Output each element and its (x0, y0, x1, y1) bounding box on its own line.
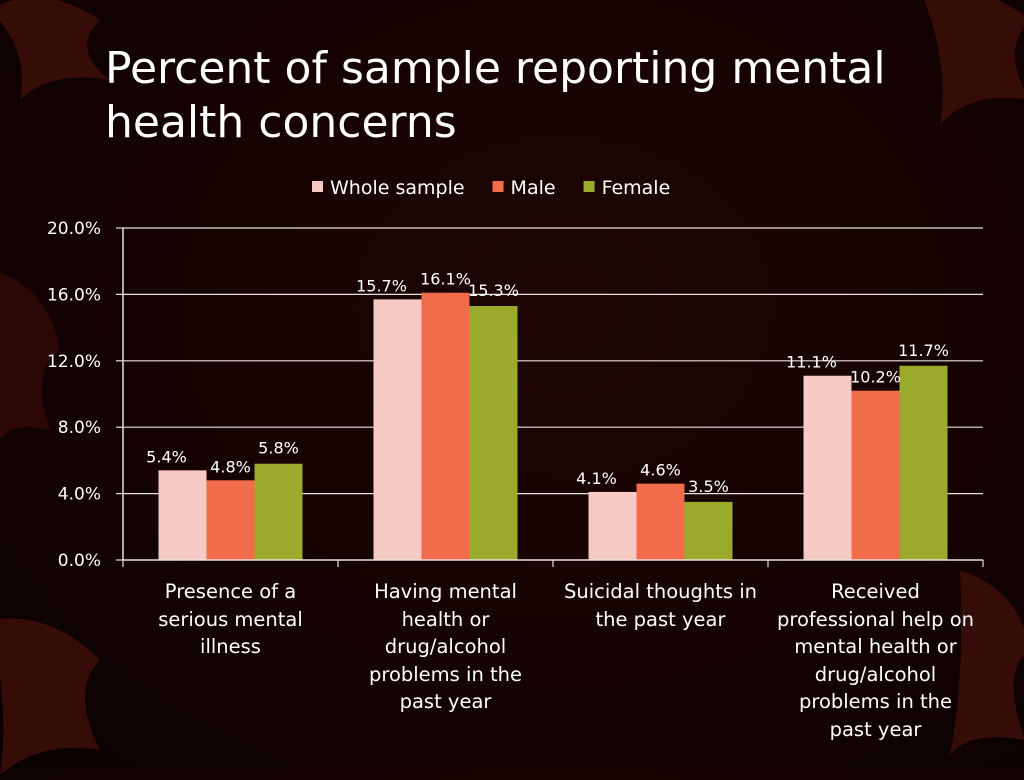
bar-whole-sample (158, 470, 207, 560)
decorative-leaf-icon (0, 618, 100, 775)
data-label: 15.7% (356, 276, 407, 295)
legend-label: Whole sample (330, 177, 465, 199)
decorative-leaf-icon (924, 0, 1024, 125)
decorative-leaf-icon (950, 570, 1024, 755)
data-label: 5.4% (146, 447, 187, 466)
decorative-leaf-icon (0, 0, 110, 100)
legend-label: Male (511, 177, 556, 199)
legend-swatch (583, 181, 595, 192)
data-label: 5.8% (258, 439, 299, 458)
bar-female (899, 365, 948, 560)
y-tick-label: 16.0% (47, 285, 101, 305)
bar-whole-sample (803, 375, 852, 560)
slide-title: Percent of sample reporting mental healt… (105, 43, 886, 148)
x-category-label: Suicidal thoughts in the past year (563, 580, 758, 631)
y-tick-label: 20.0% (47, 219, 101, 239)
data-label: 4.6% (640, 461, 681, 480)
chart-bars (158, 292, 948, 560)
y-tick-label: 4.0% (58, 485, 101, 505)
data-labels: 5.4% 4.8% 5.8% 15.7% 16.1%15.3% 4.1% 4.6% 3.5% 1… (146, 270, 949, 496)
legend-label: Female (602, 177, 671, 199)
data-label: 16.1% (420, 270, 471, 289)
x-category-label: Having mental health or drug/alcohol pro… (368, 580, 523, 713)
bar-male (636, 483, 685, 560)
x-category-label: Received professional help on mental hea… (777, 580, 974, 741)
data-label: 11.7% (898, 341, 949, 360)
bar-whole-sample (373, 299, 422, 560)
data-label: 3.5% (688, 477, 729, 496)
bar-male (421, 292, 470, 560)
data-label: 11.1% (786, 353, 837, 372)
y-tick-label: 12.0% (47, 352, 101, 372)
bar-male (851, 390, 900, 560)
bar-female (254, 463, 303, 560)
data-label: 15.3% (468, 281, 519, 300)
legend-swatch (492, 181, 504, 192)
bar-female (684, 501, 733, 560)
decorative-leaf-icon (0, 272, 60, 439)
data-label: 4.1% (576, 469, 617, 488)
y-axis-ticks: 0.0% 4.0% 8.0% 12.0% 16.0% 20.0% (47, 219, 123, 571)
y-tick-label: 0.0% (58, 551, 101, 571)
x-category-label: Presence of a serious mental illness (158, 580, 303, 658)
data-label: 10.2% (850, 368, 901, 387)
bar-female (469, 306, 518, 560)
data-label: 4.8% (210, 457, 251, 476)
legend-swatch (312, 181, 323, 192)
chart-axes (122, 228, 984, 567)
bar-male (206, 480, 255, 560)
bar-whole-sample (588, 491, 637, 560)
y-tick-label: 8.0% (58, 418, 101, 438)
chart-legend: Whole sample Male Female (312, 177, 670, 199)
